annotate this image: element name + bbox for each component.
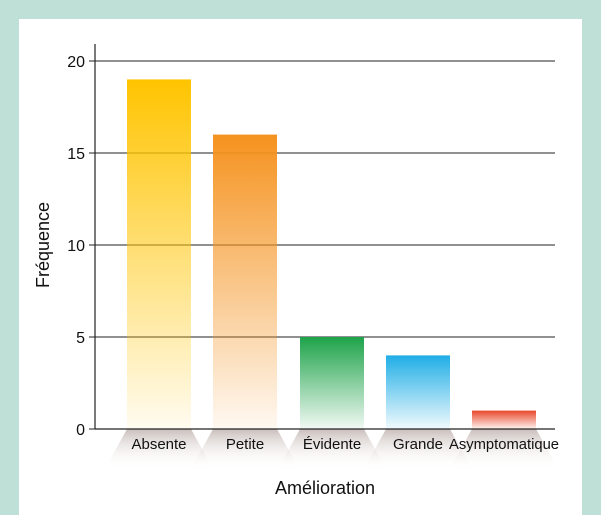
y-tick-label: 15 [67, 146, 85, 163]
x-axis-title: Amélioration [275, 478, 375, 498]
bar-shadow [105, 429, 213, 469]
x-tick-label: Évidente [303, 436, 361, 453]
x-tick-label: Asymptomatique [449, 436, 559, 453]
y-tick-label: 0 [76, 422, 85, 439]
bar--vidente [300, 337, 364, 429]
bars [127, 79, 536, 430]
bar-absente [127, 79, 191, 430]
axes [89, 44, 555, 430]
y-axis-title: Fréquence [33, 202, 53, 288]
x-tick-label: Petite [226, 436, 264, 453]
x-tick-label: Grande [393, 436, 443, 453]
y-tick-label: 10 [67, 238, 85, 255]
labels: 0 5 10 15 20 Absente Petite Évidente Grande Asymp… [67, 54, 559, 453]
bar-shadows [105, 429, 558, 469]
bar-shadow [278, 429, 386, 469]
bar-asymptomatique [472, 410, 536, 429]
bar-petite [213, 134, 277, 429]
x-tick-label: Absente [131, 436, 186, 453]
bar-grande [386, 355, 450, 429]
bar-shadow [364, 429, 472, 469]
y-tick-label: 20 [67, 54, 85, 71]
y-tick-label: 5 [76, 330, 85, 347]
bar-shadow [450, 429, 558, 469]
bar-shadow [191, 429, 299, 469]
